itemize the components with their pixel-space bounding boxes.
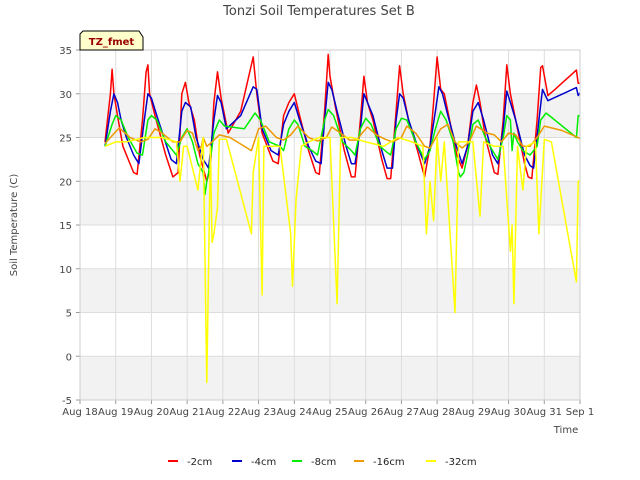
legend-label: -32cm [445,457,477,468]
legend-label: -2cm [187,457,212,468]
legend-label: -4cm [251,457,276,468]
x-tick-label: Aug 19 [98,407,133,418]
legend-item: -2cm [168,457,212,468]
y-tick-label: 20 [59,177,72,188]
x-tick-label: Sep 1 [566,407,594,418]
series-line-4cmcm [104,81,581,169]
series-line-2cmcm [104,53,580,183]
axis-ticks: -5 0 5 10 15 20 25 30 35 Aug 18 Aug 19 Aug 20 Aug 21… [59,46,594,418]
x-tick-label: Aug 25 [312,407,347,418]
x-tick-label: Aug 23 [241,407,276,418]
x-tick-label: Aug 24 [277,407,312,418]
series-line-32cmcm [104,136,580,384]
y-tick-label: 30 [59,90,72,101]
chart-title: Tonzi Soil Temperatures Set B [222,4,415,19]
x-axis-label: Time [553,425,578,436]
x-tick-label: Aug 21 [169,407,204,418]
series-lines [104,53,581,384]
y-tick-label: 25 [59,134,72,145]
y-tick-label: 15 [59,221,72,232]
y-tick-label: 5 [66,309,72,320]
plot-frame [79,49,581,401]
y-tick-label: 0 [66,352,72,363]
x-tick-label: Aug 22 [205,407,240,418]
tz-fmet-annotation: TZ_fmet [79,30,144,51]
legend-item: -16cm [354,457,405,468]
x-tick-label: Aug 20 [134,407,169,418]
legend-item: -8cm [292,457,336,468]
annotation-label: TZ_fmet [89,37,135,48]
x-tick-label: Aug 18 [62,407,97,418]
legend-label: -16cm [373,457,405,468]
x-tick-label: Aug 30 [491,407,526,418]
y-tick-label: 35 [59,46,72,57]
x-tick-label: Aug 28 [419,407,454,418]
legend-item: -32cm [426,457,477,468]
series-line-16cmcm [104,123,581,152]
x-tick-label: Aug 27 [384,407,419,418]
y-axis-label: Soil Temperature (C) [9,174,20,277]
y-tick-label: 10 [59,265,72,276]
legend-item: -4cm [232,457,276,468]
x-tick-label: Aug 26 [348,407,383,418]
legend-label: -8cm [311,457,336,468]
x-tick-label: Aug 31 [527,407,562,418]
y-tick-label: -5 [62,396,72,407]
legend: -2cm -4cm -8cm -16cm -32cm [168,457,477,468]
x-tick-label: Aug 29 [455,407,490,418]
